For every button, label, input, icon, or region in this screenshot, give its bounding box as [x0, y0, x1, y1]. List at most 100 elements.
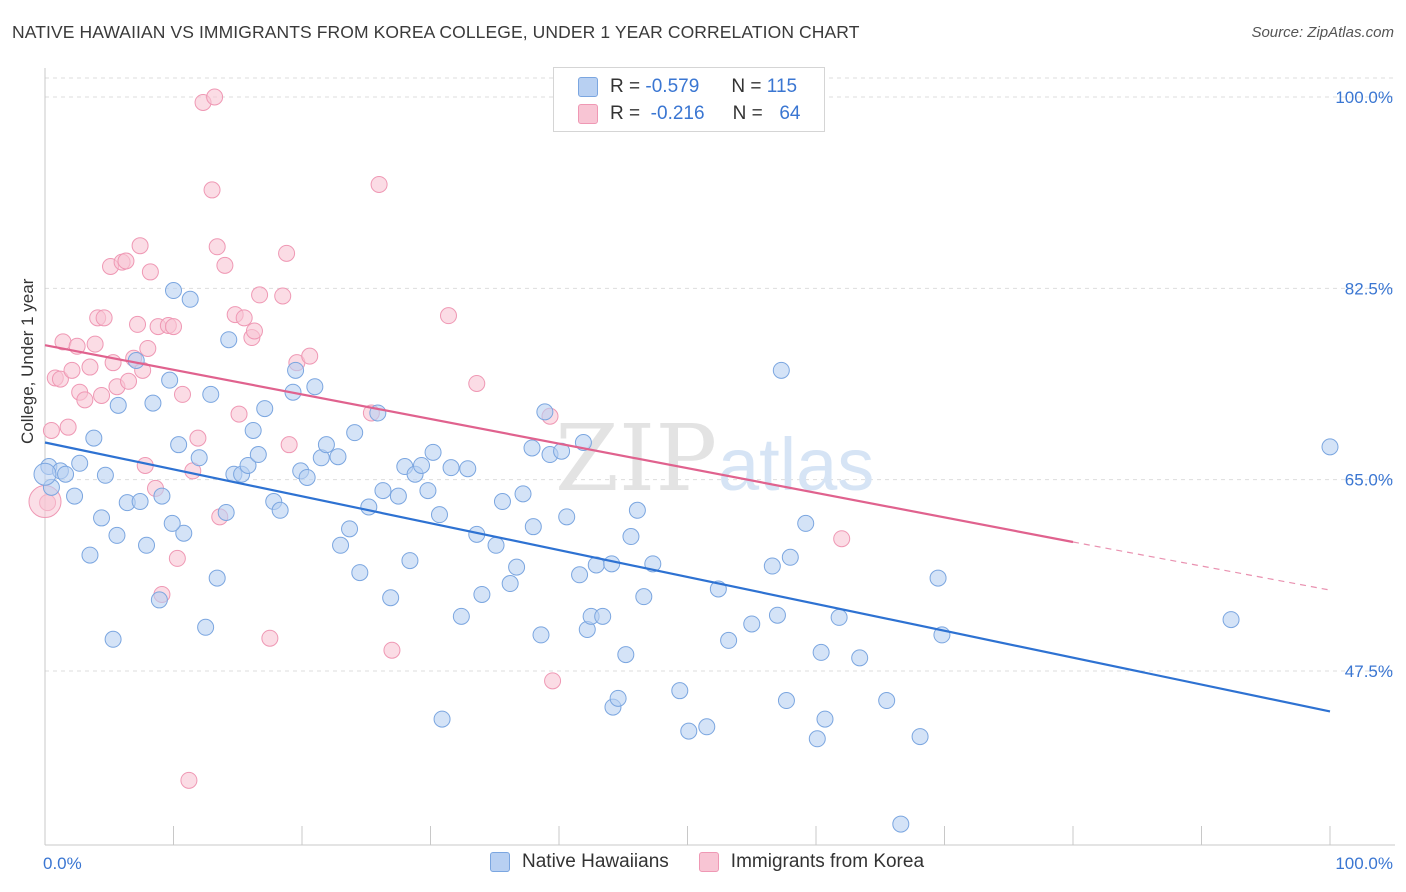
data-point-immigrants-from-korea [120, 372, 138, 390]
data-point-immigrants-from-korea [468, 374, 486, 392]
data-point-native-hawaiians [57, 465, 75, 483]
stats-row-pink: R = -0.216 N = 64 [578, 101, 800, 127]
n-label: N = [732, 103, 763, 124]
trend-line-extension [1072, 541, 1331, 591]
data-point-native-hawaiians [256, 400, 274, 418]
data-point-native-hawaiians [424, 443, 442, 461]
data-point-native-hawaiians [698, 718, 716, 736]
data-point-native-hawaiians [473, 585, 491, 603]
data-point-native-hawaiians [287, 361, 305, 379]
n-value: 64 [779, 103, 801, 124]
data-point-immigrants-from-korea [251, 286, 269, 304]
data-point-native-hawaiians [66, 487, 84, 505]
data-point-native-hawaiians [763, 557, 781, 575]
data-point-native-hawaiians [271, 501, 289, 519]
data-point-immigrants-from-korea [208, 238, 226, 256]
data-point-native-hawaiians [165, 282, 182, 300]
data-point-native-hawaiians [181, 290, 199, 308]
data-point-native-hawaiians [161, 371, 179, 389]
data-point-immigrants-from-korea [42, 421, 60, 439]
data-point-native-hawaiians [93, 509, 111, 527]
tick-labels: 47.5% 65.0% 82.5% 100.0% 0.0% 100.0% [43, 88, 1393, 873]
data-point-immigrants-from-korea [189, 429, 207, 447]
legend-swatch-pink [698, 852, 719, 872]
data-point-native-hawaiians [249, 446, 267, 464]
data-point-native-hawaiians [1321, 438, 1339, 456]
data-point-native-hawaiians [911, 728, 929, 746]
data-point-native-hawaiians [104, 630, 122, 648]
data-point-native-hawaiians [628, 501, 646, 519]
data-point-immigrants-from-korea [230, 405, 248, 423]
legend-item-immigrants-from-korea: Immigrants from Korea [698, 851, 924, 873]
data-point-immigrants-from-korea [168, 549, 186, 567]
legend-swatch-blue [490, 852, 510, 872]
data-point-native-hawaiians [622, 528, 640, 546]
data-point-native-hawaiians [220, 331, 238, 349]
data-point-native-hawaiians [816, 710, 834, 728]
y-axis-label: College, Under 1 year [18, 278, 37, 444]
x-tick-label: 0.0% [43, 854, 82, 873]
data-point-native-hawaiians [33, 462, 57, 486]
data-point-native-hawaiians [419, 482, 437, 500]
x-tick-label: 100.0% [1335, 854, 1393, 873]
r-label: R = [610, 76, 641, 97]
data-point-immigrants-from-korea [59, 418, 77, 436]
data-point-immigrants-from-korea [280, 436, 298, 454]
data-point-native-hawaiians [346, 424, 364, 442]
data-point-native-hawaiians [351, 564, 369, 582]
data-point-native-hawaiians [892, 815, 910, 833]
data-point-native-hawaiians [772, 361, 790, 379]
chart-title: NATIVE HAWAIIAN VS IMMIGRANTS FROM KOREA… [12, 22, 860, 42]
data-point-immigrants-from-korea [117, 252, 135, 270]
data-point-native-hawaiians [329, 448, 347, 466]
data-point-native-hawaiians [680, 722, 698, 740]
series-legend: Native Hawaiians Immigrants from Korea [490, 851, 954, 873]
watermark: ZIP atlas [555, 405, 874, 512]
data-point-native-hawaiians [202, 385, 220, 403]
y-tick-label: 65.0% [1345, 471, 1393, 490]
data-point-native-hawaiians [523, 439, 541, 457]
data-point-native-hawaiians [239, 456, 257, 474]
data-point-native-hawaiians [317, 436, 335, 454]
r-value: -0.216 [650, 103, 705, 124]
data-point-native-hawaiians [217, 503, 235, 521]
data-point-native-hawaiians [671, 682, 689, 700]
data-point-immigrants-from-korea [439, 307, 457, 325]
y-tick-label: 100.0% [1335, 88, 1393, 107]
data-point-immigrants-from-korea [86, 335, 104, 353]
data-point-native-hawaiians [138, 536, 156, 554]
data-point-native-hawaiians [536, 403, 554, 421]
axes [44, 68, 1395, 846]
data-point-native-hawaiians [508, 558, 526, 576]
n-label: N = [731, 76, 762, 97]
data-point-native-hawaiians [389, 487, 407, 505]
r-value: -0.579 [645, 76, 700, 97]
data-point-native-hawaiians [594, 607, 612, 625]
data-point-native-hawaiians [571, 566, 589, 584]
n-value: 115 [766, 76, 798, 97]
data-point-native-hawaiians [878, 692, 896, 710]
data-point-native-hawaiians [487, 536, 505, 554]
data-point-immigrants-from-korea [245, 322, 263, 340]
swatch-blue [578, 77, 598, 97]
data-point-native-hawaiians [459, 460, 477, 478]
r-label: R = [610, 103, 641, 124]
data-point-immigrants-from-korea [203, 181, 221, 199]
data-point-immigrants-from-korea [274, 287, 292, 305]
legend-label: Native Hawaiians [522, 851, 669, 872]
data-point-native-hawaiians [413, 456, 431, 474]
data-point-native-hawaiians [170, 436, 188, 454]
trend-line-immigrants-from-korea [44, 344, 1074, 544]
data-point-immigrants-from-korea [129, 315, 147, 333]
stats-legend: R = -0.579 N = 115 R = -0.216 N = 64 [553, 67, 825, 132]
data-point-native-hawaiians [131, 493, 149, 511]
stats-row-blue: R = -0.579 N = 115 [578, 74, 797, 100]
data-point-native-hawaiians [743, 615, 761, 633]
data-point-immigrants-from-korea [235, 309, 253, 327]
data-point-native-hawaiians [401, 552, 419, 570]
data-point-native-hawaiians [374, 482, 392, 500]
data-point-native-hawaiians [197, 618, 215, 636]
data-point-immigrants-from-korea [301, 347, 319, 365]
data-point-immigrants-from-korea [95, 309, 113, 327]
